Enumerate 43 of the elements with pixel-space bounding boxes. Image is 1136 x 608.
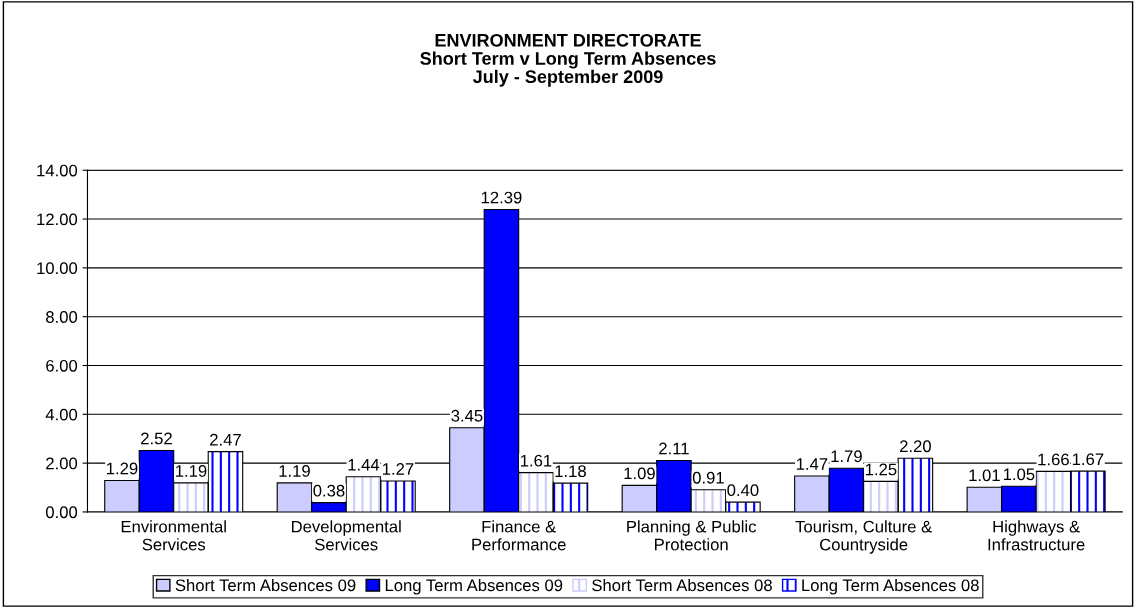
x-tick-label: Developmental Services: [291, 520, 401, 551]
y-tick-label: 0.00: [45, 506, 78, 519]
data-label: 0.91: [692, 471, 724, 484]
y-tick-label: 10.00: [37, 262, 78, 275]
y-tick-label: 6.00: [46, 359, 78, 372]
x-tick-label: Highways & Infrastructure: [988, 520, 1085, 551]
legend-label: Long Term Absences 09: [385, 578, 563, 595]
data-label: 1.09: [624, 467, 655, 480]
data-label: 1.05: [1003, 468, 1035, 481]
x-tick-label: Environmental Services: [121, 520, 226, 551]
data-label: 1.47: [796, 458, 828, 470]
x-tick-label: Tourism, Culture & Countryside: [795, 520, 932, 554]
data-label: 1.19: [176, 465, 207, 477]
data-label: 0.40: [727, 484, 759, 497]
y-tick-label: 2.00: [46, 457, 78, 470]
data-label: 2.47: [210, 433, 241, 446]
y-tick-label: 8.00: [46, 311, 78, 323]
data-label: 1.67: [1072, 453, 1104, 466]
data-label: 1.25: [865, 463, 897, 476]
data-label: 1.66: [1038, 453, 1069, 466]
data-label: 2.52: [141, 432, 172, 445]
data-label: 1.79: [831, 450, 862, 463]
legend-label: Short Term Absences 09: [175, 578, 356, 592]
legend-label: Long Term Absences 08: [802, 578, 979, 595]
data-label: 1.18: [555, 465, 586, 478]
data-label: 2.20: [900, 440, 931, 453]
chart-title: ENVIRONMENT DIRECTORATE Short Term v Long Term Absences July - September 2009: [420, 33, 716, 87]
data-label: 1.27: [382, 463, 414, 475]
data-label: 1.01: [969, 469, 1000, 482]
y-tick-label: 4.00: [45, 408, 78, 421]
data-label: 0.38: [313, 484, 345, 497]
data-label: 1.29: [107, 462, 138, 475]
data-label: 3.45: [451, 409, 483, 422]
data-label: 2.11: [659, 442, 689, 455]
data-label: 12.39: [481, 191, 522, 204]
x-tick-label: Finance & Performance: [472, 520, 566, 551]
legend-label: Short Term Absences 08: [592, 578, 772, 592]
data-label: 1.61: [520, 454, 552, 467]
data-label: 1.44: [348, 459, 380, 471]
y-tick-label: 12.00: [37, 213, 78, 226]
data-label: 1.19: [279, 465, 310, 477]
x-tick-label: Planning & Public Protection: [627, 520, 757, 551]
y-tick-label: 14.00: [37, 164, 78, 177]
